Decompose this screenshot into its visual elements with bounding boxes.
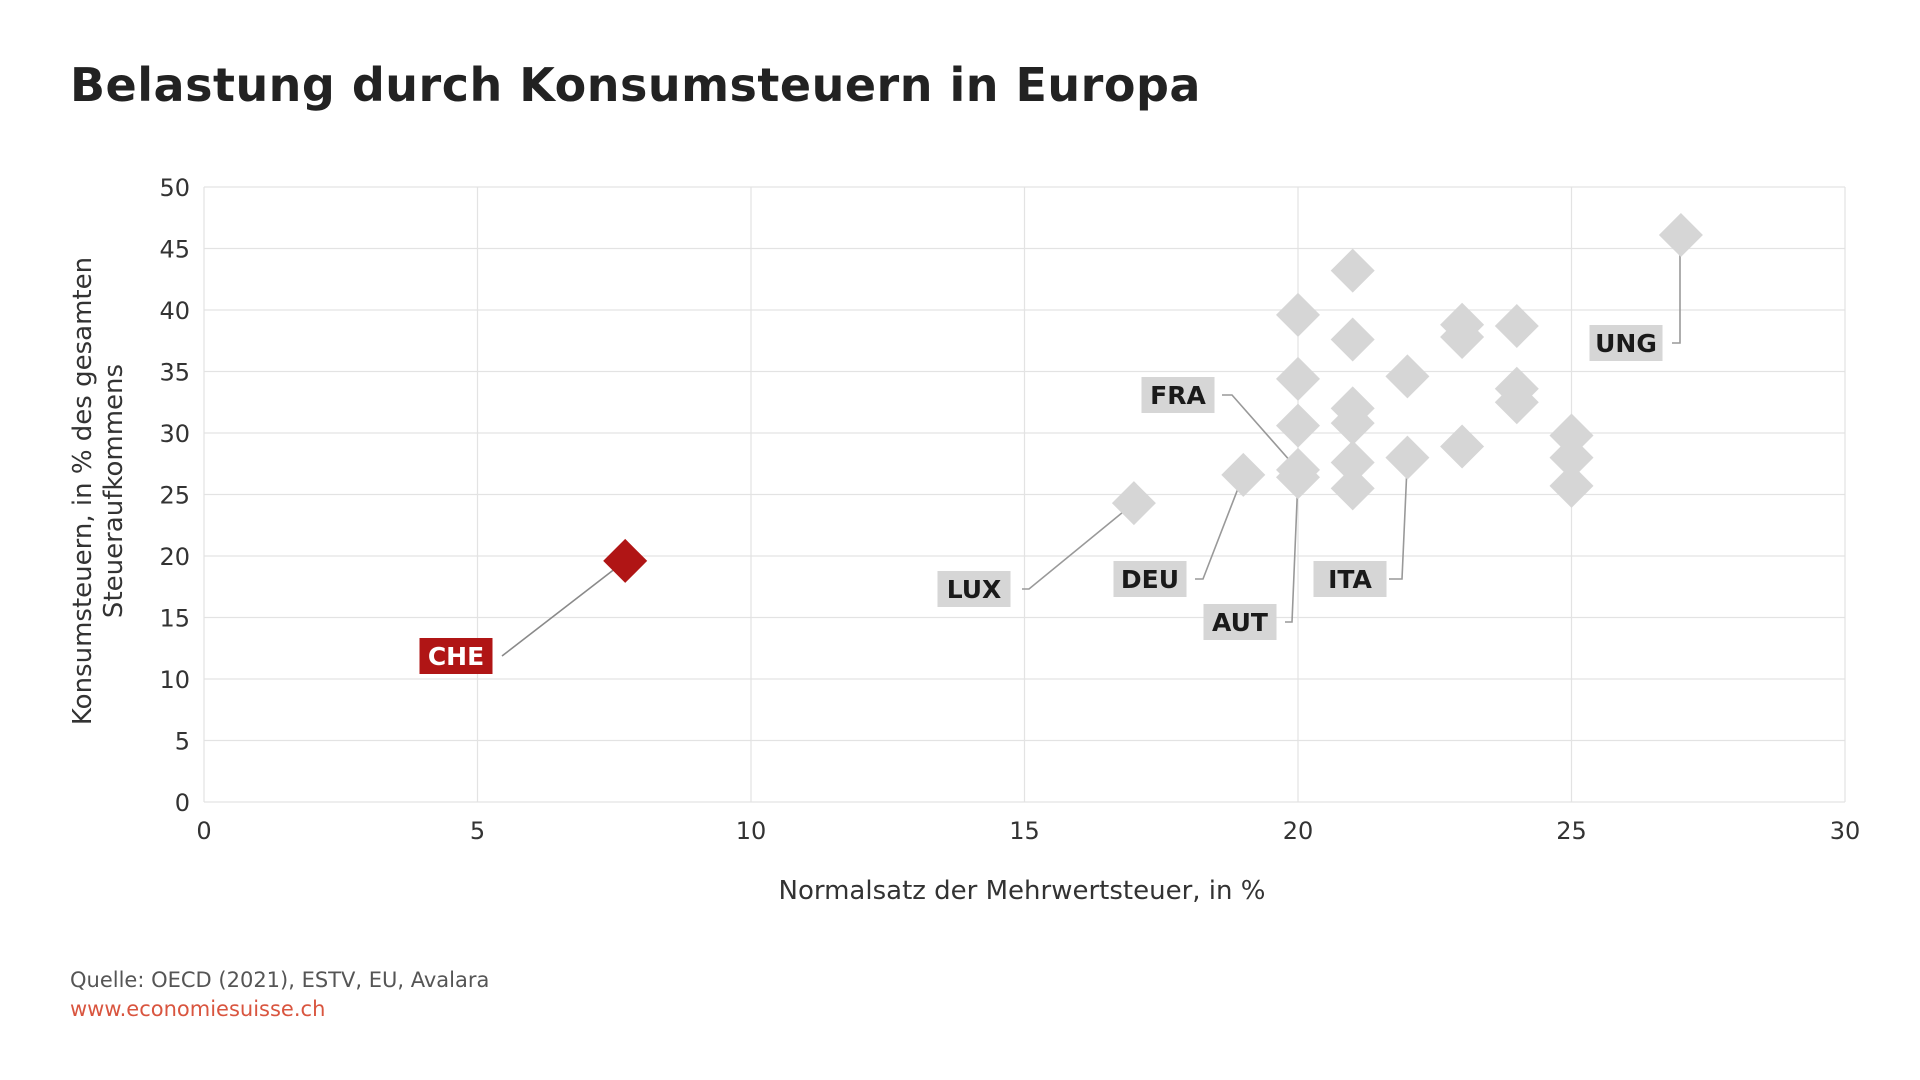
label-text-lux: LUX [947,575,1002,604]
x-tick-label-15: 15 [1009,817,1040,845]
point-19 [1440,424,1485,469]
y-axis-title-line-2: Steueraufkommens [99,364,129,618]
point-24 [1549,435,1594,480]
label-text-deu: DEU [1121,565,1179,594]
source-note: Quelle: OECD (2021), ESTV, EU, Avalara [70,968,490,992]
y-tick-label-15: 15 [159,605,190,633]
label-ita: ITA [1313,561,1387,597]
label-fra: FRA [1141,377,1215,413]
x-tick-label-20: 20 [1283,817,1314,845]
y-tick-label-30: 30 [159,420,190,448]
point-13 [1330,401,1375,446]
label-box-deu [1113,561,1187,597]
point-7 [1276,292,1320,337]
leader-line-lux [1022,502,1135,590]
label-box-ita [1313,561,1387,597]
data-points [603,212,1703,583]
point-16 [1385,354,1430,399]
label-deu: DEU [1113,561,1187,597]
y-tick-label-35: 35 [159,359,190,387]
y-tick-label-50: 50 [159,174,190,202]
label-box-lux [937,571,1011,607]
x-tick-label-25: 25 [1556,817,1587,845]
x-tick-label-0: 0 [196,817,211,845]
y-tick-label-45: 45 [159,236,190,264]
label-box-aut [1203,604,1277,640]
x-tick-label-5: 5 [470,817,485,845]
label-text-aut: AUT [1212,608,1268,637]
point-18 [1440,315,1485,360]
label-text-che: CHE [428,642,484,671]
leader-line-aut [1285,477,1299,623]
point-deu [1221,452,1266,497]
label-text-fra: FRA [1150,381,1206,410]
label-text-ung: UNG [1595,329,1657,358]
y-tick-label-5: 5 [175,728,190,756]
point-22 [1494,380,1539,425]
grid [203,186,1846,803]
leader-line-ung [1672,234,1681,344]
leader-line-fra [1222,394,1299,471]
point-ung [1658,212,1703,257]
label-text-ita: ITA [1328,565,1372,594]
tick-labels: 0 5 10 15 20 25 30 35 40 45 50 0 5 10 15 20 25 30 [159,174,1860,845]
leader-line-ita [1389,457,1409,580]
chart-title: Belastung durch Konsumsteuern in Europa [70,58,1201,112]
y-tick-label-10: 10 [159,666,190,694]
point-25 [1549,463,1594,508]
point-che [603,538,648,583]
label-ung: UNG [1589,325,1663,361]
website-link[interactable]: www.economiesuisse.ch [70,997,326,1021]
y-tick-label-20: 20 [159,543,190,571]
x-tick-label-30: 30 [1830,817,1861,845]
point-15 [1330,466,1375,511]
leader-line-che [501,560,626,657]
point-ita [1385,435,1430,480]
point-aut [1276,455,1320,500]
y-axis-title-line-1: Konsumsteuern, in % des gesamten [68,257,98,725]
point-14 [1330,440,1375,485]
label-leader-lines [501,234,1681,657]
point-23 [1549,413,1594,458]
point-lux [1111,481,1156,526]
point-11 [1330,317,1375,362]
point-20 [1494,303,1539,348]
label-box-che [419,638,493,674]
point-labels: CHE LUX DEU FRA AUT ITA UNG [419,325,1663,674]
leader-line-deu [1195,474,1245,580]
label-aut: AUT [1203,604,1277,640]
label-che: CHE [419,638,493,674]
y-tick-label-0: 0 [175,789,190,817]
x-axis-title: Normalsatz der Mehrwertsteuer, in % [779,876,1266,906]
label-lux: LUX [937,571,1011,607]
y-axis-title: Konsumsteuern, in % des gesamten Steuera… [68,257,129,725]
x-tick-label-10: 10 [736,817,767,845]
label-box-fra [1141,377,1215,413]
y-tick-label-25: 25 [159,482,190,510]
label-box-ung [1589,325,1663,361]
y-tick-label-40: 40 [159,297,190,325]
point-10 [1330,248,1375,293]
point-9 [1276,403,1320,448]
point-8 [1276,356,1320,401]
